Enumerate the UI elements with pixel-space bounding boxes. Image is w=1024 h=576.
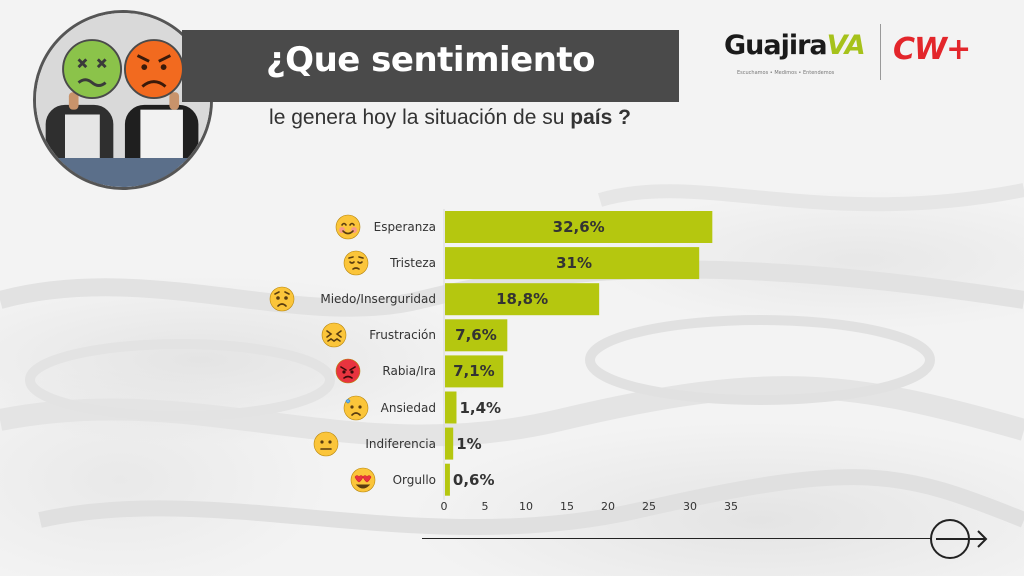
- x-tick-label: 30: [683, 500, 697, 513]
- guajira-logo-text: Guajira: [724, 30, 828, 61]
- guajira-va-logo: GuajiraVA: [724, 30, 866, 61]
- category-label: Ansiedad: [380, 400, 436, 415]
- x-tick-label: 0: [440, 500, 448, 513]
- heart-eyes-emoji-icon: [350, 467, 376, 492]
- category-label: Orgullo: [392, 472, 436, 487]
- x-tick-label: 10: [519, 500, 533, 513]
- smiling-blush-emoji-icon: [336, 214, 361, 240]
- x-tick-label: 35: [724, 500, 738, 513]
- x-tick-label: 25: [642, 500, 656, 513]
- guajira-logo-accent: VA: [826, 30, 866, 61]
- subtitle-text: le genera hoy la situación de su: [269, 106, 571, 129]
- value-label: 32,6%: [552, 218, 605, 236]
- confounded-emoji-icon: [321, 322, 346, 348]
- bar-ansiedad: [445, 391, 457, 424]
- value-label: 7,6%: [455, 326, 497, 345]
- pensive-emoji-icon: [343, 250, 369, 276]
- guajira-tagline: Escuchamos • Medimos • Entendemos: [737, 70, 835, 76]
- bar-frustraci-n: [445, 319, 508, 352]
- angry-red-emoji-icon: [336, 359, 361, 384]
- bar-rabia-ira: [445, 355, 504, 388]
- bar-tristeza: [445, 247, 700, 280]
- category-label: Frustración: [369, 328, 436, 343]
- bar-orgullo: [445, 463, 450, 496]
- value-label: 7,1%: [453, 362, 495, 381]
- category-label: Rabia/Ira: [382, 364, 436, 379]
- title-band: [182, 30, 679, 102]
- value-label: 18,8%: [496, 290, 549, 309]
- page-title: ¿Que sentimiento: [265, 40, 596, 80]
- bar-esperanza: [445, 211, 713, 243]
- next-arrow-head: [977, 530, 988, 548]
- next-arrow-button[interactable]: [928, 518, 990, 560]
- header-photo: [33, 10, 213, 190]
- bottom-divider-line: [422, 538, 932, 539]
- x-tick-label: 15: [560, 500, 574, 513]
- page-subtitle: le genera hoy la situación de su país ?: [230, 106, 670, 130]
- bar-indiferencia: [445, 427, 454, 460]
- anxious-emoji-icon: [269, 286, 295, 312]
- neutral-emoji-icon: [313, 431, 339, 456]
- anxious-sweat-emoji-icon: [343, 395, 369, 420]
- value-label: 1%: [456, 434, 482, 453]
- x-tick-label: 20: [601, 500, 615, 513]
- value-label: 0,6%: [452, 470, 495, 489]
- category-label: Indiferencia: [365, 436, 436, 451]
- category-label: Esperanza: [373, 220, 436, 234]
- logo-divider: [880, 24, 881, 80]
- bar-miedo-inserguridad: [445, 283, 600, 316]
- category-label: Miedo/Inserguridad: [320, 292, 436, 307]
- category-label: Tristeza: [390, 256, 436, 271]
- value-label: 1,4%: [459, 398, 502, 417]
- value-label: 31%: [556, 254, 592, 273]
- x-tick-label: 5: [481, 500, 489, 513]
- cw-plus-logo: CW+: [893, 32, 971, 67]
- subtitle-bold: país ?: [570, 106, 631, 129]
